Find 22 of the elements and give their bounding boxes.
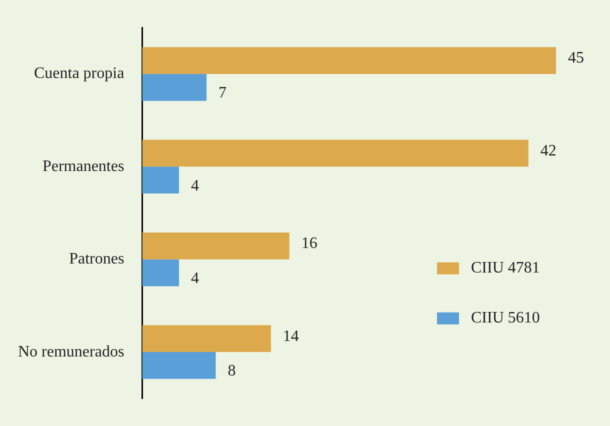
bar: [142, 325, 271, 352]
data-label: 7: [218, 84, 227, 102]
data-label: 8: [228, 362, 236, 380]
data-label: 16: [301, 235, 318, 252]
bar: [142, 232, 290, 260]
data-label: 4: [190, 177, 199, 194]
y-tick-label: Permanentes: [42, 158, 124, 175]
bar: [142, 47, 556, 74]
data-label: 45: [568, 50, 584, 67]
data-label: 4: [190, 270, 199, 287]
y-tick-label: Patrones: [69, 250, 124, 268]
bar: [142, 166, 179, 194]
y-tick-label: Cuenta propia: [34, 65, 124, 82]
legend-label: CIIU 4781: [471, 260, 540, 277]
y-tick-label: No remunerados: [18, 343, 124, 360]
legend-label: CIIU 5610: [471, 310, 540, 327]
bar: [142, 74, 207, 101]
bar: [142, 259, 179, 286]
data-label: 14: [282, 328, 299, 345]
data-label: 42: [540, 142, 556, 160]
bar: [142, 140, 528, 167]
bar: [142, 352, 216, 379]
